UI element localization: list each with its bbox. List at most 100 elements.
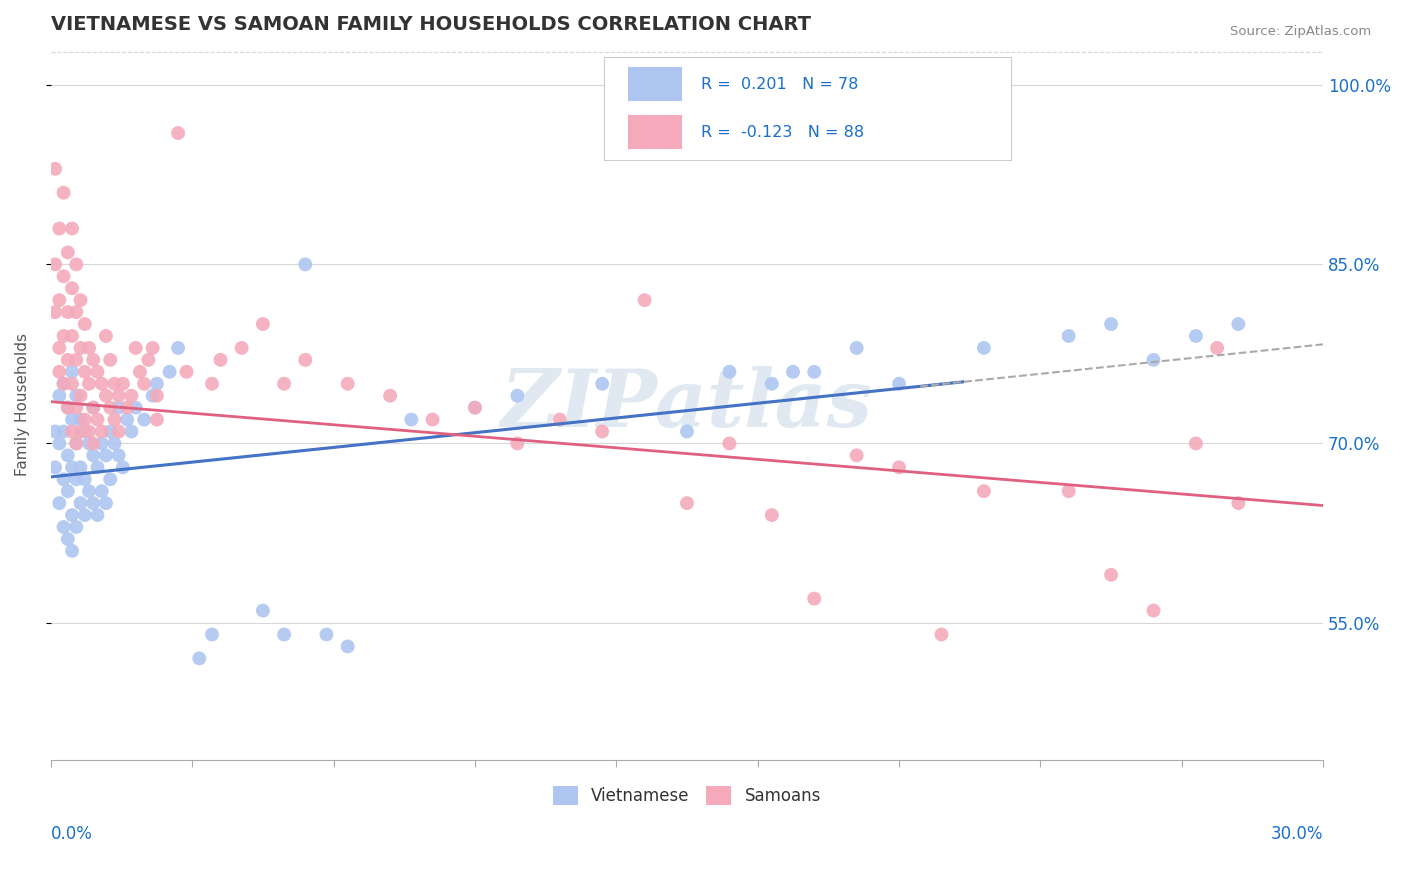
Point (82, 436, 104, 450)
Text: R =  -0.123   N = 88: R = -0.123 N = 88 (702, 125, 865, 139)
Point (107, 401, 129, 415)
Point (718, 436, 741, 450)
Point (1142, 604, 1164, 618)
Point (273, 376, 295, 391)
Point (52, 472, 75, 486)
Point (94, 449, 117, 463)
Point (82, 401, 104, 415)
Point (86, 412, 108, 426)
Point (1142, 352, 1164, 367)
Point (69, 425, 91, 439)
Point (69, 496, 91, 510)
Point (98, 472, 121, 486)
Point (52, 376, 75, 391)
Point (782, 365, 804, 379)
Point (676, 425, 699, 439)
Point (56, 245, 79, 260)
Point (60, 460, 83, 475)
Point (1057, 484, 1080, 499)
Point (48, 341, 70, 355)
Point (633, 293, 655, 308)
Point (82, 449, 104, 463)
Text: Source: ZipAtlas.com: Source: ZipAtlas.com (1230, 25, 1371, 38)
Point (378, 389, 401, 403)
Point (44, 460, 66, 475)
Point (94, 389, 117, 403)
Point (86, 365, 108, 379)
Point (201, 627, 224, 641)
Point (98, 352, 121, 367)
Point (60, 376, 83, 391)
Point (422, 412, 444, 426)
Point (69, 389, 91, 403)
Point (52, 376, 75, 391)
Point (69, 293, 91, 308)
Point (65, 436, 87, 450)
Point (44, 161, 66, 176)
Point (1227, 496, 1250, 510)
Point (973, 484, 995, 499)
Point (82, 352, 104, 367)
Point (73, 412, 96, 426)
Point (506, 389, 529, 403)
Text: 30.0%: 30.0% (1271, 825, 1323, 844)
Point (77, 484, 100, 499)
Point (65, 520, 87, 534)
Point (142, 389, 165, 403)
Point (56, 401, 79, 415)
Point (52, 329, 75, 343)
Point (77, 436, 100, 450)
Point (845, 449, 868, 463)
Point (103, 436, 125, 450)
Point (60, 329, 83, 343)
Point (845, 341, 868, 355)
FancyBboxPatch shape (628, 115, 682, 149)
Point (931, 627, 953, 641)
Point (52, 520, 75, 534)
Point (209, 352, 232, 367)
Text: VIETNAMESE VS SAMOAN FAMILY HOUSEHOLDS CORRELATION CHART: VIETNAMESE VS SAMOAN FAMILY HOUSEHOLDS C… (51, 15, 811, 34)
Point (548, 412, 571, 426)
Point (111, 376, 134, 391)
Point (52, 269, 75, 284)
Point (56, 449, 79, 463)
Point (48, 436, 70, 450)
Point (1185, 329, 1208, 343)
Point (60, 365, 83, 379)
Point (120, 389, 142, 403)
Point (103, 412, 125, 426)
Point (146, 376, 169, 391)
Point (146, 389, 169, 403)
Point (98, 425, 121, 439)
Point (107, 389, 129, 403)
Point (1099, 317, 1122, 331)
Point (1057, 329, 1080, 343)
Point (107, 425, 129, 439)
Point (73, 472, 96, 486)
Point (887, 460, 910, 475)
Point (252, 604, 274, 618)
FancyBboxPatch shape (605, 56, 1011, 160)
Point (65, 352, 87, 367)
Point (128, 365, 150, 379)
Point (159, 365, 181, 379)
Point (73, 508, 96, 522)
Point (315, 627, 337, 641)
Point (464, 401, 486, 415)
Text: 0.0%: 0.0% (51, 825, 93, 844)
Point (273, 627, 295, 641)
Point (60, 508, 83, 522)
Point (676, 496, 699, 510)
Point (124, 401, 146, 415)
Point (73, 317, 96, 331)
Point (138, 352, 160, 367)
Point (60, 412, 83, 426)
Point (65, 389, 87, 403)
Text: R =  0.201   N = 78: R = 0.201 N = 78 (702, 77, 858, 92)
Point (98, 401, 121, 415)
Point (56, 352, 79, 367)
Point (86, 508, 108, 522)
Point (167, 126, 190, 140)
Point (803, 365, 825, 379)
Point (48, 293, 70, 308)
